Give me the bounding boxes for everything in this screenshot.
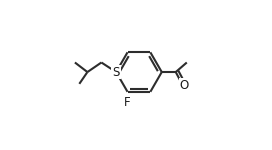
Text: O: O xyxy=(180,79,189,92)
Text: S: S xyxy=(112,66,120,79)
Text: F: F xyxy=(123,96,130,109)
